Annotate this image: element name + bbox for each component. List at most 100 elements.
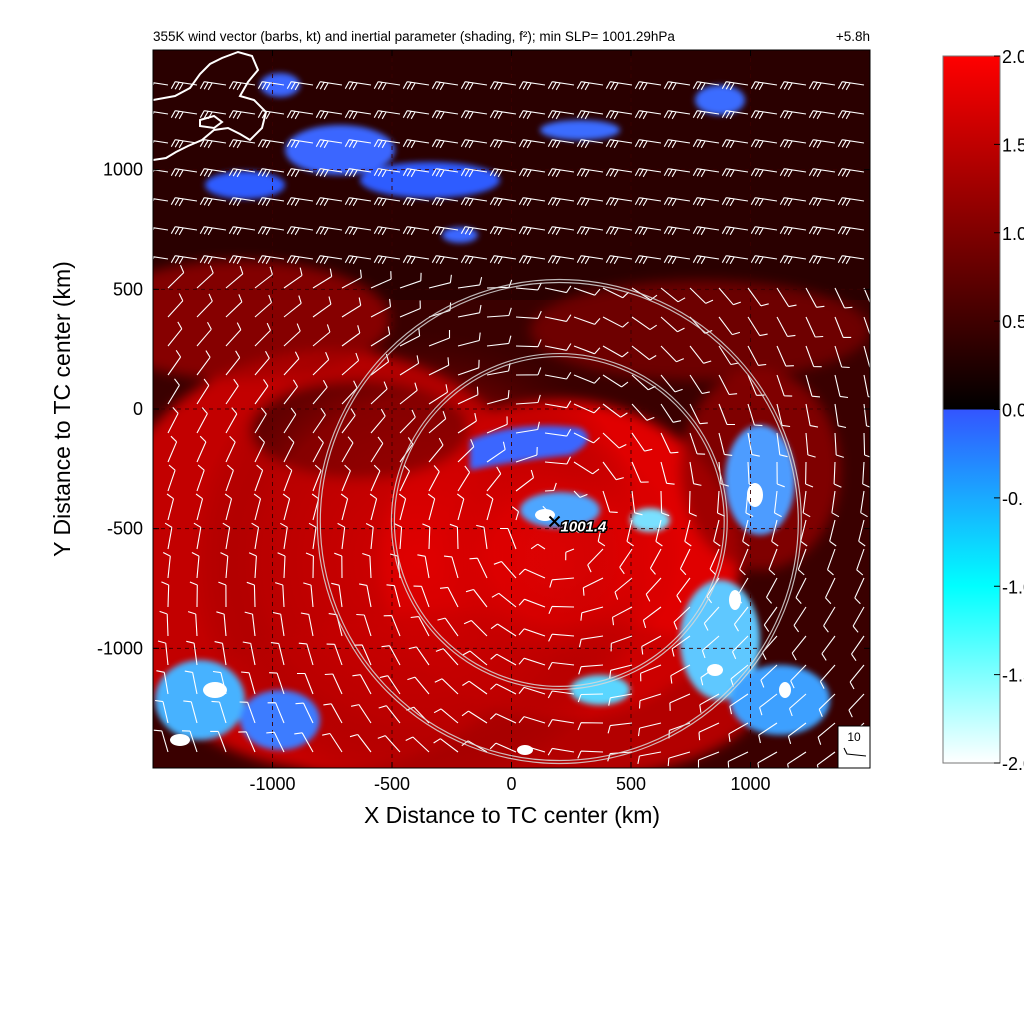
wind-barb (787, 722, 807, 745)
wind-barb (718, 403, 735, 426)
wind-barb (462, 650, 488, 666)
wind-barb (750, 139, 778, 149)
wind-barb (607, 722, 633, 734)
wind-barb (254, 379, 269, 405)
wind-barb (602, 374, 629, 388)
wind-barb (417, 554, 430, 579)
wind-barb (605, 197, 633, 207)
wind-barb (394, 523, 403, 550)
wind-barb (431, 81, 459, 91)
wind-barb (344, 139, 372, 149)
wind-barb (373, 110, 401, 120)
wind-barb (341, 408, 356, 434)
wind-barb (157, 640, 169, 666)
wind-barb (155, 699, 169, 724)
wind-barb (750, 168, 778, 178)
wind-barb (461, 710, 488, 724)
wind-barb (602, 432, 627, 449)
wind-barb (428, 465, 440, 492)
wind-barb (428, 437, 444, 463)
wind-barb (196, 321, 212, 347)
wind-barb (246, 581, 256, 608)
wind-barb (489, 742, 517, 753)
wind-barb (159, 610, 169, 637)
wind-barb (402, 110, 430, 120)
wind-barb (793, 606, 807, 633)
wind-barb (660, 287, 686, 303)
wind-barb (199, 168, 227, 178)
wind-barb (399, 409, 416, 434)
wind-barb (776, 316, 796, 337)
wind-barb (322, 732, 343, 753)
wind-barb (750, 81, 778, 91)
wind-barb (253, 493, 262, 521)
x-tick-label: -1000 (249, 774, 295, 794)
wind-barb (283, 379, 298, 405)
wind-barb (493, 560, 517, 579)
wind-barb (544, 343, 572, 351)
wind-barb (344, 110, 372, 120)
wind-barb (377, 735, 401, 753)
wind-barb (312, 407, 326, 434)
wind-barb (518, 255, 546, 265)
wind-barb (757, 751, 778, 768)
wind-barb (637, 722, 662, 737)
wind-barb (239, 701, 256, 724)
wind-barb (341, 436, 354, 463)
wind-barb (297, 672, 314, 695)
wind-barb (283, 436, 295, 463)
wind-barb (747, 345, 767, 366)
y-tick-label: 0 (133, 399, 143, 419)
y-tick-label: 500 (113, 279, 143, 299)
wind-barb (544, 314, 572, 322)
wind-barb (251, 522, 260, 550)
wind-barb (805, 345, 822, 368)
wind-barb (254, 464, 264, 492)
wind-barb (164, 522, 173, 550)
wind-barb (747, 461, 757, 488)
wind-barb (642, 606, 662, 629)
wind-barb (183, 700, 198, 724)
wind-barb (776, 287, 797, 308)
wind-barb (161, 581, 170, 608)
wind-barb (634, 226, 662, 236)
wind-barb (573, 374, 601, 384)
wind-barb (742, 519, 750, 547)
wind-barb (350, 704, 372, 724)
wind-barb (515, 469, 535, 492)
wind-barb (341, 325, 361, 347)
wind-barb (312, 464, 322, 492)
wind-barb (196, 435, 207, 463)
wind-barb (196, 464, 205, 492)
wind-barb (422, 523, 431, 550)
wind-barb (663, 197, 691, 207)
wind-barb (692, 226, 720, 236)
wind-barb (295, 702, 314, 724)
wind-barb (747, 403, 763, 427)
wind-barb (851, 635, 865, 662)
wind-barb (848, 693, 865, 718)
wind-barb (759, 693, 778, 716)
wind-barb (779, 197, 807, 207)
wind-barb (399, 272, 422, 289)
wind-barb (228, 168, 256, 178)
wind-barb (689, 287, 714, 304)
wind-barb (597, 519, 606, 547)
wind-barb (167, 464, 176, 492)
wind-barb (663, 168, 691, 178)
colorbar-tick-label: 1.0 (1002, 224, 1024, 244)
wind-barb (486, 441, 506, 463)
wind-barbs (153, 81, 870, 768)
wind-barb (457, 359, 480, 376)
wind-barb (518, 628, 546, 637)
wind-barb (433, 738, 459, 753)
wind-barb (370, 381, 388, 405)
wind-barb (863, 345, 870, 368)
wind-barb (341, 297, 362, 318)
wind-barb (370, 408, 386, 434)
wind-barb (854, 577, 865, 605)
wind-barb (399, 300, 421, 318)
wind-barb (689, 461, 702, 486)
colorbar-tick-label: 1.5 (1002, 135, 1024, 155)
wind-barb (228, 81, 256, 91)
